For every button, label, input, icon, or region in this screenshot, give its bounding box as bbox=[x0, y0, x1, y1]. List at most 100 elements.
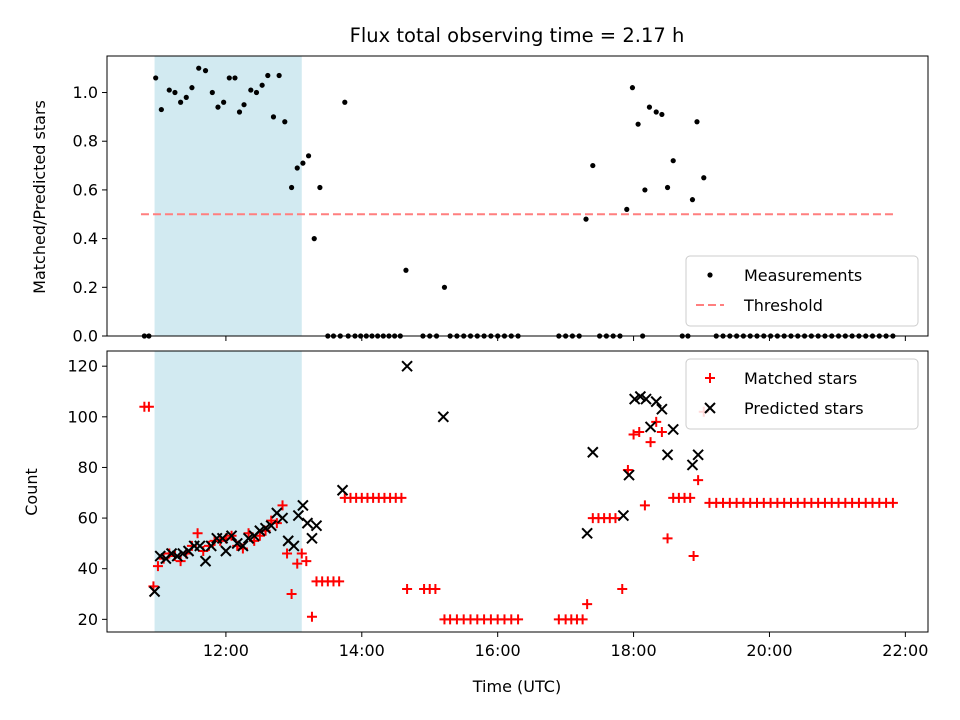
matched-stars-point bbox=[610, 513, 621, 524]
legend-label-matched-stars: Matched stars bbox=[744, 369, 857, 388]
x-tick-label: 18:00 bbox=[611, 641, 657, 660]
bottom-axes-frame bbox=[106, 350, 929, 633]
matched-stars-point bbox=[175, 556, 186, 567]
measurements-point bbox=[166, 87, 172, 93]
predicted-stars-point bbox=[656, 403, 668, 415]
measurements-point bbox=[659, 111, 665, 118]
predicted-stars-point bbox=[216, 532, 229, 545]
predicted-stars-point bbox=[220, 545, 232, 557]
predicted-stars-point bbox=[288, 540, 300, 552]
measurements-point bbox=[215, 104, 221, 110]
top-highlight-span bbox=[154, 56, 302, 336]
matched-stars-point bbox=[306, 611, 317, 622]
measurements-point bbox=[664, 184, 671, 191]
matched-stars-point bbox=[282, 548, 293, 559]
matched-stars-point bbox=[651, 416, 662, 427]
y-tick-label: 0.6 bbox=[73, 180, 98, 199]
measurements-point bbox=[189, 85, 195, 91]
predicted-stars-point bbox=[292, 509, 305, 522]
predicted-stars-point bbox=[628, 393, 641, 405]
predicted-stars-point bbox=[259, 522, 272, 534]
matched-stars-point bbox=[645, 437, 656, 448]
matched-stars-point bbox=[292, 558, 303, 569]
predicted-stars-point bbox=[242, 532, 255, 545]
x-tick-label: 20:00 bbox=[746, 641, 792, 660]
bottom-y-axis-label: Count bbox=[22, 468, 41, 516]
measurements-point bbox=[172, 89, 178, 96]
measurements-point bbox=[253, 89, 260, 96]
predicted-stars-point bbox=[644, 421, 657, 433]
predicted-stars-point bbox=[640, 393, 652, 405]
measurements-point bbox=[305, 153, 312, 159]
predicted-stars-point bbox=[297, 499, 309, 512]
matched-stars-point bbox=[617, 583, 628, 594]
y-tick-label: 1.0 bbox=[73, 83, 98, 102]
predicted-stars-point bbox=[623, 469, 635, 481]
measurements-point bbox=[196, 65, 202, 71]
matched-stars-point bbox=[685, 492, 696, 503]
x-axis-label: Time (UTC) bbox=[472, 677, 561, 696]
measurements-point bbox=[153, 75, 159, 81]
measurements-point bbox=[232, 75, 238, 81]
measurements-point bbox=[403, 267, 409, 273]
predicted-stars-point bbox=[265, 519, 277, 532]
matched-stars-point bbox=[639, 500, 650, 511]
predicted-stars-point bbox=[148, 585, 161, 598]
legend-label-predicted-stars: Predicted stars bbox=[744, 399, 864, 418]
measurements-point bbox=[241, 102, 247, 108]
bottom-y-axis: 20 40 60 80 100 120 bbox=[67, 357, 107, 629]
matched-stars-point bbox=[152, 561, 163, 572]
matched-stars-point bbox=[296, 548, 307, 559]
x-tick-label: 22:00 bbox=[882, 641, 928, 660]
measurements-point bbox=[646, 104, 653, 110]
matched-stars-point bbox=[662, 533, 673, 544]
legend-swatch-measurements bbox=[707, 272, 713, 278]
predicted-stars-point bbox=[231, 537, 243, 550]
measurements-point bbox=[590, 162, 596, 169]
measurements-point bbox=[635, 121, 641, 127]
measurements-point bbox=[209, 89, 215, 96]
y-tick-label: 40 bbox=[78, 559, 98, 578]
x-tick-label: 16:00 bbox=[475, 641, 521, 660]
predicted-stars-point bbox=[401, 360, 413, 372]
legend-swatch-predicted-stars bbox=[704, 402, 716, 414]
measurements-point bbox=[689, 197, 696, 203]
matched-stars-point bbox=[430, 583, 441, 594]
measurements-point bbox=[300, 160, 306, 166]
measurements-point bbox=[694, 119, 700, 125]
measurements-point bbox=[342, 99, 348, 105]
chart-title: Flux total observing time = 2.17 h bbox=[350, 24, 685, 47]
predicted-stars-point bbox=[205, 540, 217, 552]
predicted-stars-point bbox=[686, 459, 699, 471]
measurements-point bbox=[317, 184, 323, 191]
measurements-point bbox=[583, 216, 589, 222]
measurements-point bbox=[624, 206, 630, 212]
matched-stars-point bbox=[628, 429, 639, 440]
matched-stars-point bbox=[396, 492, 407, 503]
measurements-point bbox=[236, 109, 243, 115]
legend-label-measurements: Measurements bbox=[744, 266, 862, 285]
matched-stars-point bbox=[286, 589, 297, 600]
predicted-stars-point bbox=[254, 525, 266, 537]
top-y-axis: 0.0 0.2 0.4 0.6 0.8 1.0 bbox=[73, 83, 107, 346]
predicted-stars-point bbox=[661, 449, 674, 461]
measurements-point bbox=[642, 187, 648, 193]
predicted-stars-point bbox=[587, 446, 599, 458]
matched-stars-point bbox=[301, 556, 312, 567]
measurements-point bbox=[294, 165, 300, 171]
x-tick-label: 14:00 bbox=[339, 641, 385, 660]
matched-stars-point bbox=[688, 551, 699, 562]
matched-stars-point bbox=[634, 427, 645, 438]
matched-stars-point bbox=[192, 528, 203, 539]
measurements-point bbox=[178, 99, 184, 105]
legend-swatch-matched-stars bbox=[705, 373, 715, 383]
measurements-point bbox=[202, 68, 209, 74]
matched-stars-point bbox=[693, 475, 704, 486]
bottom-x-axis: 12:00 14:00 16:00 18:00 20:00 22:00 bbox=[203, 632, 928, 660]
predicted-stars-point bbox=[237, 540, 249, 552]
predicted-stars-point bbox=[437, 411, 450, 423]
predicted-stars-point bbox=[306, 532, 318, 545]
measurements-point bbox=[270, 114, 277, 120]
measurements-point bbox=[629, 85, 636, 91]
